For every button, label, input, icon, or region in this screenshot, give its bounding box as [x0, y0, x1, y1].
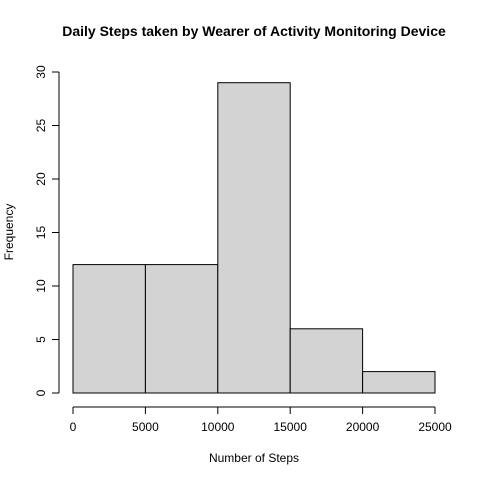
histogram-bar-1 [144, 264, 219, 394]
x-tick-label-0: 0 [70, 420, 77, 434]
histogram-bar-2 [217, 82, 291, 394]
x-axis-label: Number of Steps [209, 451, 299, 465]
bars-layer [72, 82, 436, 394]
x-tick-label-5: 25000 [418, 420, 452, 434]
y-tick-label-5: 25 [34, 119, 48, 133]
x-axis: 0 5000 10000 15000 20000 25000 [70, 406, 452, 434]
y-tick-label-3: 15 [34, 226, 48, 240]
histogram-bar-4 [362, 371, 436, 394]
y-tick-label-1: 5 [34, 336, 48, 343]
y-tick-label-4: 20 [34, 172, 48, 186]
x-tick-label-3: 15000 [274, 420, 308, 434]
y-tick-label-6: 30 [34, 65, 48, 79]
x-tick-label-2: 10000 [201, 420, 235, 434]
y-tick-label-0: 0 [34, 389, 48, 396]
y-axis-label: Frequency [2, 204, 16, 261]
y-tick-label-2: 10 [34, 279, 48, 293]
histogram-bar-3 [289, 328, 364, 394]
chart-title: Daily Steps taken by Wearer of Activity … [62, 23, 446, 39]
y-axis: 0 5 10 15 20 25 30 [34, 65, 60, 396]
x-tick-label-4: 20000 [346, 420, 380, 434]
histogram-bar-0 [72, 264, 146, 394]
x-tick-label-1: 5000 [132, 420, 159, 434]
